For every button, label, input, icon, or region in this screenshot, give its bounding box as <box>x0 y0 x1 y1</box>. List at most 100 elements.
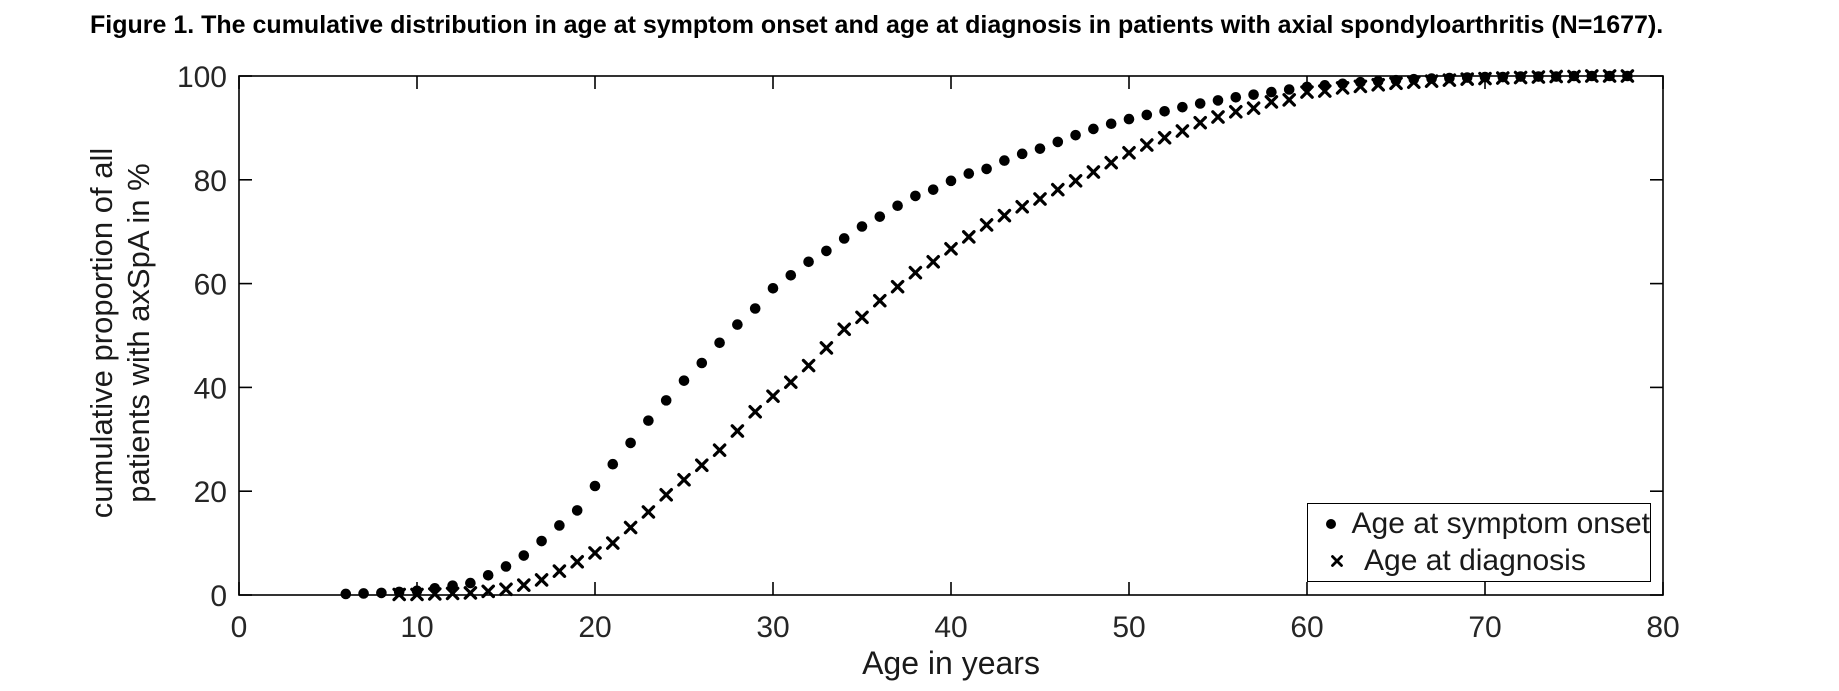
data-point-diagnosis <box>1157 130 1172 145</box>
data-point-diagnosis <box>1424 74 1439 88</box>
data-point-diagnosis <box>1086 165 1101 179</box>
data-point-diagnosis <box>979 218 994 232</box>
data-point-diagnosis <box>1317 84 1332 98</box>
x-tick-label: 40 <box>934 611 967 644</box>
x-tick-label: 70 <box>1468 611 1501 644</box>
data-point-diagnosis <box>944 242 958 256</box>
data-point-diagnosis <box>605 536 620 550</box>
data-point-symptom-onset <box>1105 118 1117 130</box>
data-point-symptom-onset <box>1052 136 1064 148</box>
data-point-symptom-onset <box>803 256 814 268</box>
data-point-symptom-onset <box>1283 84 1295 95</box>
data-point-diagnosis <box>766 389 780 404</box>
data-point-diagnosis <box>1620 69 1635 83</box>
data-point-symptom-onset <box>518 550 530 561</box>
data-point-diagnosis <box>1175 124 1190 138</box>
y-axis-label: cumulative proportion of all patients wi… <box>83 63 157 603</box>
data-point-diagnosis <box>855 310 869 325</box>
data-point-symptom-onset <box>874 211 886 222</box>
data-point-diagnosis <box>641 505 656 519</box>
data-point-diagnosis <box>1549 69 1564 84</box>
data-point-diagnosis <box>552 564 567 578</box>
data-point-symptom-onset <box>358 588 369 599</box>
data-point-symptom-onset <box>1088 123 1099 135</box>
data-point-diagnosis <box>1282 93 1297 107</box>
data-point-diagnosis <box>1264 95 1279 109</box>
data-point-diagnosis <box>694 458 709 473</box>
data-point-diagnosis <box>1584 69 1599 83</box>
data-point-diagnosis <box>783 375 798 390</box>
data-point-diagnosis <box>677 472 691 487</box>
y-axis-label-line2: patients with axSpA in % <box>121 163 156 503</box>
data-point-symptom-onset <box>607 458 619 470</box>
data-point-symptom-onset <box>500 561 512 572</box>
data-point-symptom-onset <box>821 245 832 257</box>
legend-label-diagnosis: Age at diagnosis <box>1364 544 1586 577</box>
data-point-symptom-onset <box>536 535 547 547</box>
data-point-symptom-onset <box>910 190 921 202</box>
data-point-symptom-onset <box>1194 98 1206 109</box>
data-point-diagnosis <box>1050 182 1065 197</box>
data-point-symptom-onset <box>1248 89 1259 100</box>
data-point-symptom-onset <box>838 233 850 244</box>
data-point-symptom-onset <box>963 168 975 179</box>
data-point-symptom-onset <box>660 395 672 406</box>
x-marker-icon <box>1320 553 1354 569</box>
x-tick-label: 20 <box>578 611 611 644</box>
data-point-diagnosis <box>872 293 887 308</box>
data-point-diagnosis <box>1193 115 1208 130</box>
data-point-diagnosis <box>1389 76 1403 91</box>
data-point-diagnosis <box>1300 85 1314 99</box>
data-point-symptom-onset <box>678 375 690 386</box>
legend: Age at symptom onset Age at diagnosis <box>1307 503 1651 582</box>
legend-entry-symptom-onset: Age at symptom onset <box>1320 506 1650 543</box>
data-point-symptom-onset <box>927 184 939 195</box>
data-point-diagnosis <box>1567 69 1581 84</box>
data-point-diagnosis <box>1104 155 1119 170</box>
data-point-symptom-onset <box>732 319 743 330</box>
data-point-diagnosis <box>1211 110 1225 124</box>
data-point-symptom-onset <box>1141 109 1153 121</box>
data-point-symptom-onset <box>482 569 494 581</box>
y-tick-label: 40 <box>194 372 227 405</box>
data-point-symptom-onset <box>1426 73 1437 84</box>
data-point-diagnosis <box>1371 78 1386 92</box>
data-point-diagnosis <box>463 586 478 600</box>
data-point-diagnosis <box>1442 73 1457 87</box>
x-tick-label: 60 <box>1290 611 1323 644</box>
data-point-symptom-onset <box>393 586 405 598</box>
y-tick-label: 100 <box>177 61 227 94</box>
data-point-diagnosis <box>410 587 424 602</box>
data-point-symptom-onset <box>1266 86 1277 98</box>
dot-marker-icon <box>1320 516 1342 532</box>
data-point-diagnosis <box>1353 79 1368 94</box>
y-axis-label-line1: cumulative proportion of all <box>84 147 119 519</box>
data-point-symptom-onset <box>1070 129 1081 141</box>
data-point-diagnosis <box>1228 105 1243 119</box>
y-tick-label: 60 <box>194 269 227 302</box>
data-point-diagnosis <box>1122 146 1136 160</box>
x-axis-label: Age in years <box>862 645 1040 681</box>
data-point-diagnosis <box>1139 138 1154 152</box>
data-point-symptom-onset <box>785 269 797 281</box>
data-point-diagnosis <box>588 546 602 560</box>
data-point-diagnosis <box>516 578 531 592</box>
data-point-symptom-onset <box>376 587 387 599</box>
data-point-diagnosis <box>1406 75 1421 90</box>
legend-entry-diagnosis: Age at diagnosis <box>1320 543 1650 580</box>
data-point-symptom-onset <box>714 337 725 349</box>
y-tick-label: 20 <box>194 476 227 509</box>
data-point-symptom-onset <box>447 580 458 591</box>
data-point-diagnosis <box>428 587 442 601</box>
data-point-diagnosis <box>1513 70 1528 85</box>
x-tick-label: 10 <box>400 611 433 644</box>
data-point-diagnosis <box>997 208 1012 223</box>
data-point-diagnosis <box>801 358 816 373</box>
data-point-diagnosis <box>1068 174 1083 188</box>
data-point-diagnosis <box>570 554 585 569</box>
data-point-symptom-onset <box>1177 101 1188 113</box>
data-point-diagnosis <box>1335 81 1350 95</box>
data-point-diagnosis <box>712 443 727 457</box>
